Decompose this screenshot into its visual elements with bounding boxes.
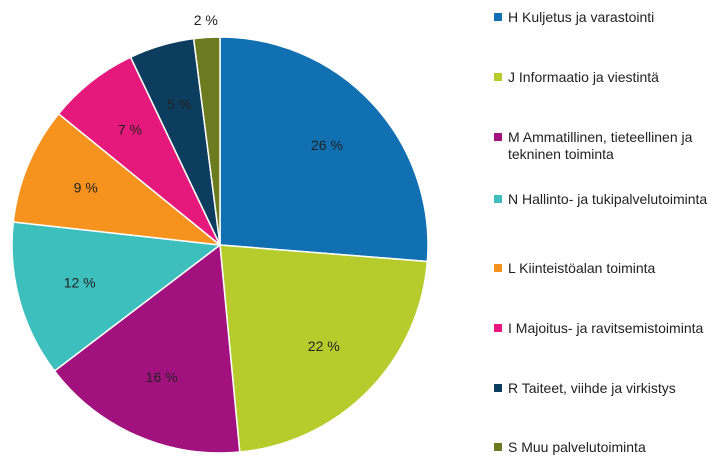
data-label: 22 % [308,338,340,354]
data-label: 7 % [118,121,142,137]
legend-label: H Kuljetus ja varastointi [508,9,655,25]
legend-item: I Majoitus- ja ravitsemistoiminta [490,320,708,337]
legend-item: J Informaatio ja viestintä [490,69,708,86]
legend-item: R Taiteet, viihde ja virkistys [490,380,708,397]
data-label: 9 % [74,179,98,195]
legend-item: N Hallinto- ja tukipalvelutoiminta [490,191,708,208]
legend-item: H Kuljetus ja varastointi [490,9,708,26]
legend-swatch [494,73,502,81]
pie-slice [53,243,241,454]
legend-label: L Kiinteistöalan toiminta [508,260,656,276]
pie-chart: 26 % 22 % 16 % 12 % 9 % 7 % 5 % 2 % [11,12,429,454]
pie-slice [12,112,223,247]
pie-slice [11,221,222,373]
legend-label: S Muu palvelutoiminta [508,439,646,455]
legend-swatch [494,384,502,392]
data-label: 2 % [194,12,218,28]
pie-slice [192,36,221,246]
legend-item: S Muu palvelutoiminta [490,439,708,456]
legend: H Kuljetus ja varastointi J Informaatio j… [490,0,712,457]
pie-slice [219,36,429,263]
legend-label: I Majoitus- ja ravitsemistoiminta [508,320,704,336]
data-label: 16 % [146,369,178,385]
legend-swatch [494,264,502,272]
pie-slice [219,244,429,453]
data-label: 5 % [167,96,191,112]
legend-label: R Taiteet, viihde ja virkistys [508,380,676,396]
legend-swatch [494,443,502,451]
legend-label: M Ammatillinen, tieteellinen ja tekninen… [508,129,693,162]
legend-swatch [494,13,502,21]
legend-label: N Hallinto- ja tukipalvelutoiminta [508,191,708,207]
legend-label: J Informaatio ja viestintä [508,69,659,85]
legend-swatch [494,324,502,332]
data-label: 26 % [311,137,343,153]
data-label: 12 % [64,275,96,291]
legend-item: M Ammatillinen, tieteellinen ja tekninen… [490,129,708,163]
legend-swatch [494,195,502,203]
legend-swatch [494,133,502,141]
legend-item: L Kiinteistöalan toiminta [490,260,708,277]
